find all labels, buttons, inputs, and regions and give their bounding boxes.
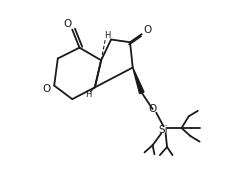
Text: O: O: [148, 104, 157, 114]
Text: H: H: [104, 31, 110, 40]
Text: O: O: [64, 19, 72, 29]
Text: Si: Si: [159, 125, 168, 135]
Text: O: O: [43, 84, 51, 94]
Text: O: O: [143, 25, 151, 35]
Text: H: H: [85, 90, 92, 99]
Polygon shape: [133, 68, 144, 94]
